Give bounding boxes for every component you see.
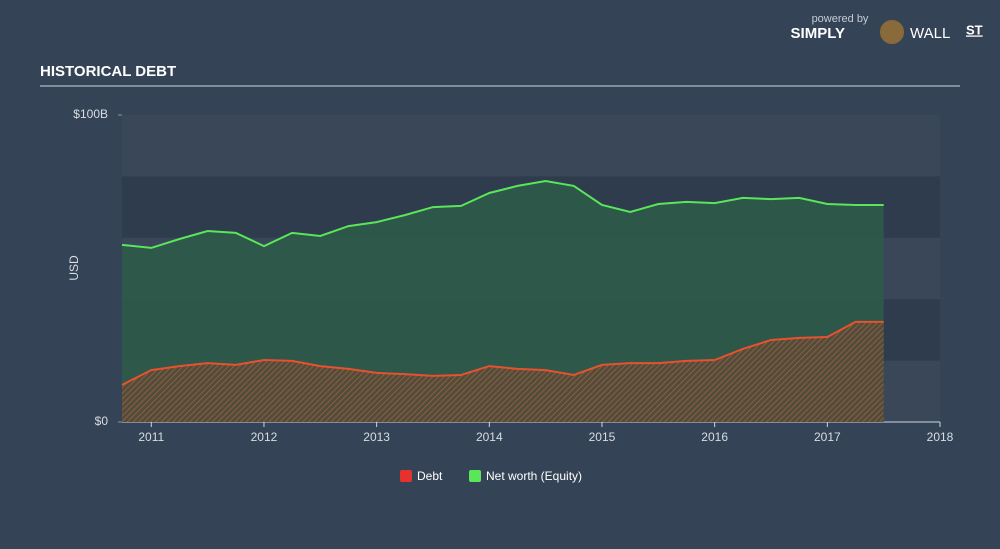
legend-swatch: [400, 470, 412, 482]
x-tick-label: 2011: [138, 430, 164, 444]
x-tick-label: 2018: [927, 430, 954, 444]
y-tick-label: $0: [95, 414, 109, 428]
chart-title: HISTORICAL DEBT: [40, 63, 176, 80]
line: [121, 179, 884, 249]
legend-label: Debt: [417, 469, 443, 483]
line: [121, 320, 884, 386]
brand-name: SIMPLY: [791, 25, 845, 42]
y-axis-label: USD: [67, 255, 81, 281]
x-tick-label: 2016: [701, 430, 728, 444]
x-tick-label: 2013: [363, 430, 390, 444]
brand-powered: powered by: [812, 13, 869, 25]
x-tick-label: 2015: [589, 430, 616, 444]
area: [122, 321, 884, 422]
y-tick-label: $100B: [73, 107, 108, 121]
grid-band: [122, 115, 940, 177]
x-tick-label: 2014: [476, 430, 503, 444]
x-tick-label: 2017: [814, 430, 841, 444]
brand-name3: ST: [966, 22, 983, 37]
x-tick-label: 2012: [251, 430, 278, 444]
brand-logo: [880, 20, 904, 44]
legend-label: Net worth (Equity): [486, 469, 582, 483]
legend-swatch: [469, 470, 481, 482]
plot: $0 $100B 2011 2012 2013 2014 2015 2016 2017 2018 D…: [73, 107, 953, 483]
brand-name2: WALL: [910, 25, 950, 42]
